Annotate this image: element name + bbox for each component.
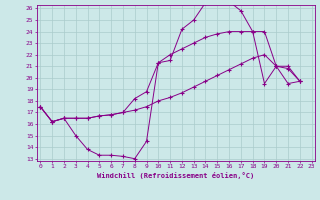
X-axis label: Windchill (Refroidissement éolien,°C): Windchill (Refroidissement éolien,°C)	[97, 172, 255, 179]
